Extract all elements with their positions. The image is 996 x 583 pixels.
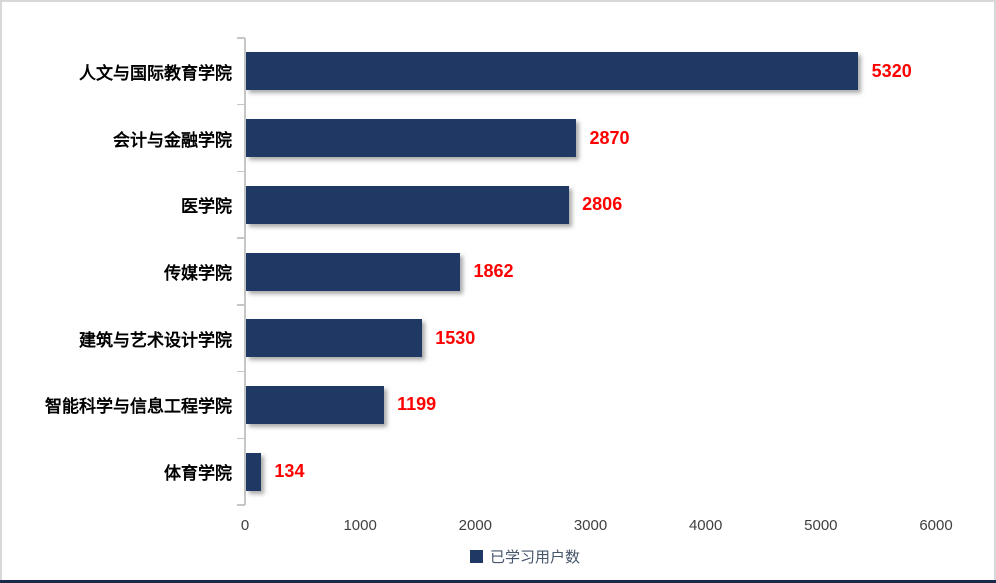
category-label: 传媒学院: [164, 263, 232, 283]
bar: [245, 319, 422, 358]
x-axis-tick-label: 6000: [919, 517, 953, 534]
y-axis-tick-mark: [237, 170, 245, 173]
bar-value-label: 134: [274, 461, 305, 482]
bar-value-label: 2870: [589, 127, 630, 148]
x-axis-tick-label: 1000: [343, 517, 377, 534]
y-axis-tick-mark: [237, 370, 245, 373]
bar-value-label: 1199: [397, 394, 437, 415]
legend-series-label: 已学习用户数: [490, 549, 581, 566]
legend: 已学习用户数: [470, 546, 580, 567]
x-axis-tick-label: 3000: [573, 517, 608, 534]
category-label: 智能科学与信息工程学院: [45, 397, 232, 417]
bar: [245, 452, 261, 491]
y-axis-tick-mark: [237, 237, 245, 239]
bar-value-label: 1530: [435, 327, 476, 348]
bar: [245, 385, 384, 424]
bar-value-label: 5320: [871, 60, 912, 81]
y-axis-tick-mark: [237, 504, 245, 506]
y-axis-line: [244, 38, 246, 505]
y-axis-tick-mark: [237, 437, 245, 440]
x-axis-tick-label: 2000: [458, 517, 493, 534]
x-axis-tick-label: 5000: [804, 517, 838, 534]
bar: [245, 252, 460, 291]
figure-border-top: [0, 0, 996, 2]
category-label: 人文与国际教育学院: [79, 63, 232, 83]
bar: [245, 185, 569, 224]
category-label: 体育学院: [164, 464, 232, 484]
bar: [245, 119, 577, 158]
category-label: 建筑与艺术设计学院: [79, 330, 232, 350]
bar-value-label: 1862: [473, 261, 514, 281]
legend-square-marker-icon: [470, 550, 483, 563]
bar: [245, 52, 859, 91]
figure-border-left: [0, 0, 2, 583]
y-axis-tick-mark: [237, 103, 245, 106]
x-axis-tick-label: 0: [240, 517, 250, 534]
x-axis-tick-label: 4000: [688, 517, 723, 534]
y-axis-tick-mark: [237, 304, 245, 306]
bar-value-label: 2806: [582, 194, 623, 215]
figure-border-right: [994, 0, 996, 583]
category-label: 会计与金融学院: [113, 130, 232, 150]
y-axis-tick-mark: [237, 37, 245, 39]
category-label: 医学院: [181, 197, 232, 217]
bottom-accent-strip: [0, 580, 996, 583]
